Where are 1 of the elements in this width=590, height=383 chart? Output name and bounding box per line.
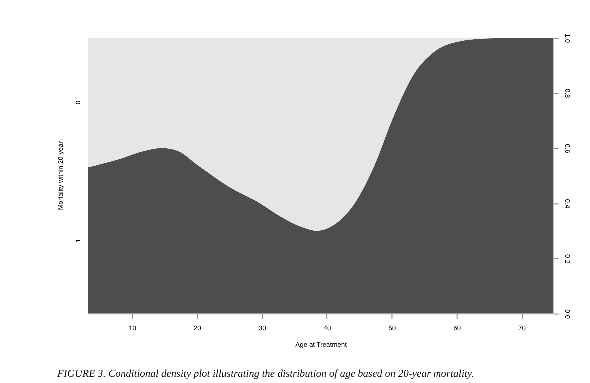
text: FIGURE 3. Conditional density plot illustrating the distribution of age based on 20-year mortality. [56,369,474,380]
